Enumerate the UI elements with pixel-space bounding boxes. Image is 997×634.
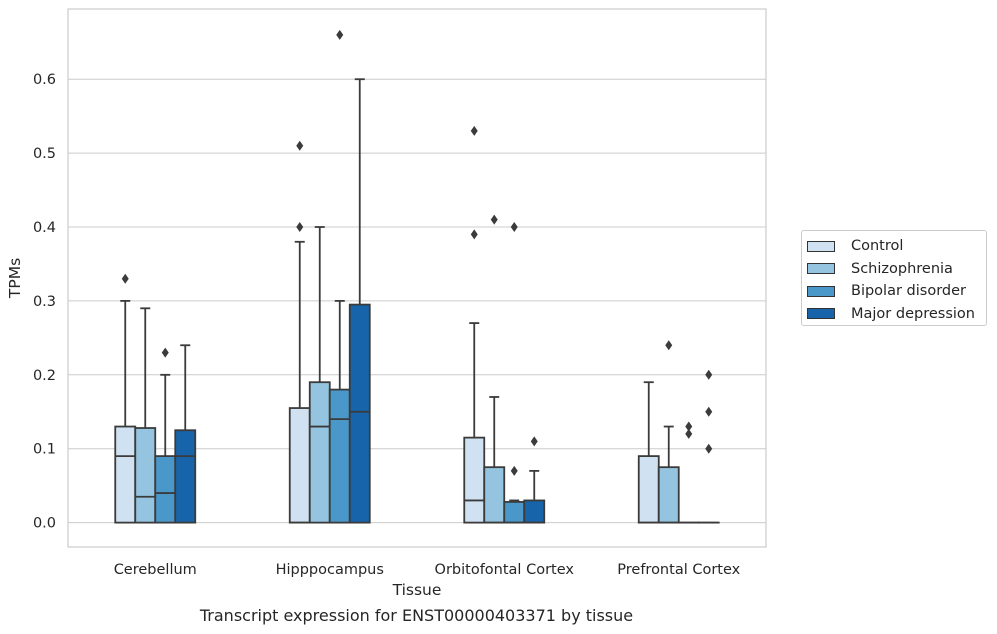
chart-caption: Transcript expression for ENST0000040337… [199, 606, 634, 625]
outlier-point [296, 222, 304, 233]
box [174, 429, 197, 524]
y-tick-label: 0.6 [33, 72, 56, 88]
box [134, 427, 157, 524]
x-axis-label: Tissue [392, 581, 442, 599]
box [503, 501, 526, 524]
legend-label: Major depression [851, 305, 975, 322]
y-tick-label: 0.3 [33, 294, 56, 310]
legend-item: Bipolar disorder [807, 280, 986, 303]
legend-label: Bipolar disorder [851, 283, 966, 300]
outlier-point [490, 214, 498, 225]
outlier-point [121, 273, 129, 284]
outlier-point [705, 369, 713, 380]
outlier-point [296, 140, 304, 151]
box [483, 466, 506, 524]
legend-swatch-control [807, 240, 835, 252]
x-tick-label: Prefrontal Cortex [617, 562, 740, 578]
legend-item: Major depression [807, 303, 986, 326]
legend: Control Schizophrenia Bipolar disorder M… [801, 230, 987, 326]
outlier-point [705, 443, 713, 454]
legend-item: Control [807, 235, 986, 258]
outlier-point [161, 347, 169, 358]
outlier-point [336, 29, 344, 40]
legend-swatch-bipolar [807, 285, 835, 297]
outlier-point [705, 406, 713, 417]
box [348, 303, 371, 524]
outlier-point [685, 421, 693, 432]
outlier-point [530, 436, 538, 447]
y-tick-label: 0.1 [33, 442, 56, 458]
x-tick-label: Hipppocampus [276, 562, 384, 578]
legend-label: Control [851, 238, 904, 255]
box [637, 455, 660, 524]
y-axis-label: TPMs [6, 258, 24, 299]
outlier-point [470, 229, 478, 240]
box [154, 455, 177, 524]
box [523, 499, 546, 524]
legend-label: Schizophrenia [851, 260, 953, 277]
y-tick-label: 0.4 [33, 220, 56, 236]
box [657, 466, 680, 524]
legend-swatch-depression [807, 308, 835, 320]
outlier-point [665, 340, 673, 351]
outlier-point [685, 428, 693, 439]
outlier-point [510, 465, 518, 476]
y-tick-label: 0.2 [33, 368, 56, 384]
box [114, 425, 137, 524]
y-tick-label: 0.0 [33, 516, 56, 532]
box [328, 388, 351, 524]
box [308, 381, 331, 524]
box [463, 436, 486, 524]
outlier-point [510, 222, 518, 233]
x-tick-label: Orbitofontal Cortex [435, 562, 575, 578]
x-tick-label: Cerebellum [114, 562, 197, 578]
y-tick-label: 0.5 [33, 146, 56, 162]
box [288, 407, 311, 524]
plot-frame [67, 8, 767, 548]
legend-swatch-schizophrenia [807, 263, 835, 275]
legend-item: Schizophrenia [807, 258, 986, 281]
outlier-point [470, 125, 478, 136]
